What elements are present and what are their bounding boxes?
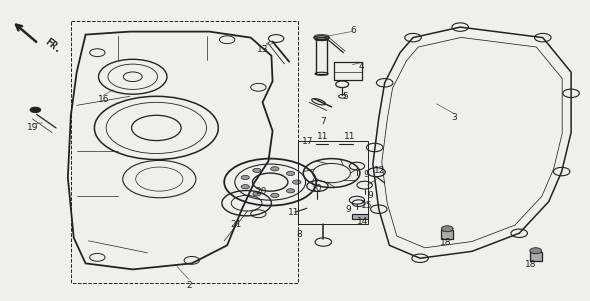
- Text: 5: 5: [342, 92, 348, 101]
- Bar: [441, 230, 453, 239]
- Circle shape: [241, 185, 250, 189]
- Bar: [298, 141, 368, 224]
- Text: 11: 11: [288, 208, 300, 217]
- Circle shape: [253, 192, 261, 196]
- Text: 13: 13: [257, 45, 268, 54]
- Text: 8: 8: [297, 230, 303, 239]
- Circle shape: [286, 171, 294, 175]
- Bar: [316, 39, 327, 74]
- Text: 20: 20: [255, 187, 267, 196]
- Text: 4: 4: [359, 62, 365, 71]
- Text: 12: 12: [374, 166, 386, 175]
- Circle shape: [30, 107, 41, 113]
- Text: 6: 6: [350, 26, 356, 35]
- Circle shape: [241, 175, 250, 180]
- Text: 3: 3: [451, 113, 457, 122]
- Circle shape: [271, 167, 279, 171]
- Text: 15: 15: [361, 201, 373, 210]
- Text: FR.: FR.: [42, 36, 63, 55]
- Text: 9: 9: [368, 191, 373, 200]
- Bar: [352, 214, 368, 219]
- Circle shape: [271, 193, 279, 197]
- Circle shape: [293, 180, 301, 184]
- Circle shape: [530, 248, 542, 254]
- Text: 11: 11: [344, 132, 356, 141]
- Text: 7: 7: [320, 117, 326, 126]
- Circle shape: [286, 189, 294, 193]
- Text: 21: 21: [230, 220, 242, 229]
- Text: 17: 17: [302, 137, 314, 146]
- Circle shape: [441, 226, 453, 232]
- Circle shape: [253, 168, 261, 172]
- Text: 9: 9: [345, 205, 351, 214]
- Text: 16: 16: [97, 95, 109, 104]
- Text: 18: 18: [440, 238, 452, 247]
- Text: 10: 10: [310, 184, 322, 193]
- Text: 19: 19: [27, 123, 38, 132]
- Text: 9: 9: [363, 170, 369, 179]
- Text: 11: 11: [317, 132, 329, 141]
- Text: 18: 18: [525, 260, 537, 269]
- Bar: [334, 62, 362, 80]
- Bar: [530, 252, 542, 261]
- Text: 2: 2: [186, 281, 192, 290]
- Text: 14: 14: [356, 217, 368, 226]
